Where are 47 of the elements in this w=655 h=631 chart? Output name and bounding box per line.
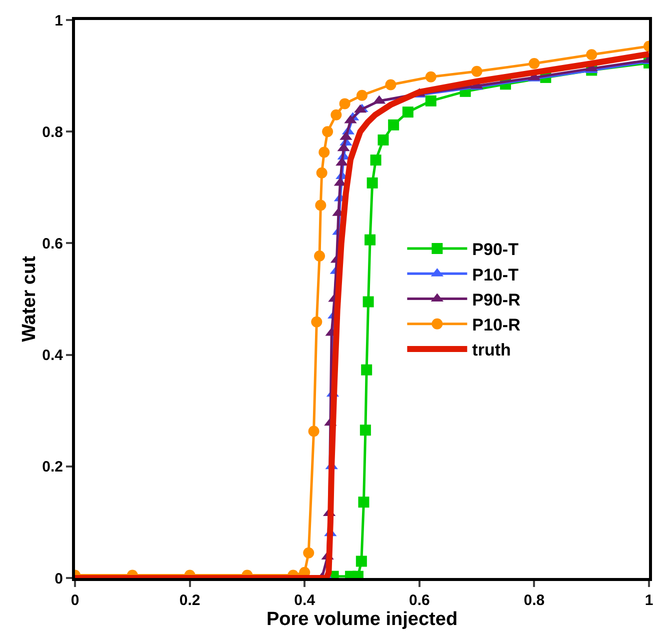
point xyxy=(364,234,376,246)
point xyxy=(339,98,350,110)
y-axis-title: Water cut xyxy=(18,255,40,342)
point xyxy=(362,296,374,308)
point xyxy=(425,71,436,82)
point xyxy=(358,496,370,508)
point xyxy=(425,95,436,106)
point xyxy=(318,146,330,158)
x-tick-label: 0.6 xyxy=(408,592,430,609)
point xyxy=(311,316,322,328)
point xyxy=(360,424,371,436)
point xyxy=(330,109,342,120)
point xyxy=(356,556,367,567)
point xyxy=(378,134,389,146)
point xyxy=(316,167,328,178)
x-axis-title: Pore volume injected xyxy=(266,609,458,630)
point xyxy=(402,106,414,118)
x-tick-label: 0 xyxy=(70,592,80,609)
legend-label: P10-R xyxy=(472,315,520,334)
y-tick-label: 1 xyxy=(54,12,63,30)
point xyxy=(370,154,382,166)
point xyxy=(361,364,372,376)
y-tick-label: 0.2 xyxy=(42,458,63,476)
x-tick-label: 0.8 xyxy=(524,592,545,609)
legend-label: P10-T xyxy=(472,265,520,284)
legend-label: truth xyxy=(472,340,511,360)
point xyxy=(303,547,314,558)
point xyxy=(528,58,540,70)
y-tick-label: 0 xyxy=(54,570,63,588)
point xyxy=(388,119,400,130)
point xyxy=(322,126,334,138)
y-tick-label: 0.8 xyxy=(42,124,63,141)
point xyxy=(471,66,482,77)
x-tick-label: 1 xyxy=(644,592,654,609)
legend-label: P90-T xyxy=(472,240,520,260)
point xyxy=(366,177,378,188)
point xyxy=(308,426,320,437)
legend-label: P90-R xyxy=(472,290,520,310)
point xyxy=(315,200,326,211)
point xyxy=(586,49,598,60)
y-tick-label: 0.6 xyxy=(42,235,63,252)
x-tick-label: 0.2 xyxy=(179,592,200,609)
point xyxy=(314,250,326,262)
y-tick-label: 0.4 xyxy=(42,347,64,364)
point xyxy=(385,79,396,90)
x-tick-label: 0.4 xyxy=(294,592,316,609)
point xyxy=(356,90,368,101)
